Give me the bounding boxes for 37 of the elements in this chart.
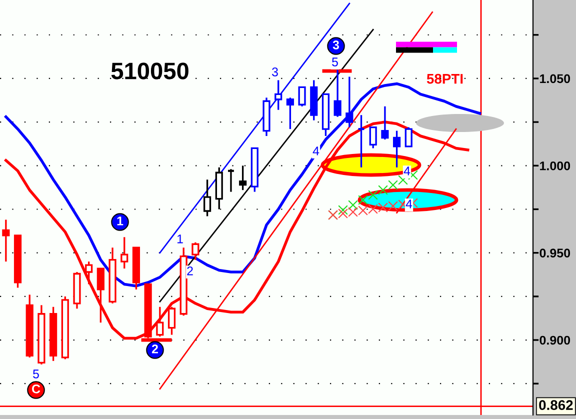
annotation: 3 (332, 40, 340, 50)
annotation: 4 (404, 166, 410, 176)
y-tick-label: 0.900 (540, 336, 570, 345)
candlestick (334, 68, 342, 118)
candlestick (2, 218, 10, 262)
annotation: 5 (33, 370, 39, 378)
candlestick (274, 79, 282, 111)
ref-line-label: 0.862 (539, 400, 573, 410)
candlestick (85, 260, 93, 286)
annotation: 3 (272, 68, 278, 76)
text: 510050 (111, 62, 188, 80)
candlestick (120, 236, 128, 270)
candlestick (168, 306, 176, 336)
annotation: 1 (177, 234, 183, 244)
candlestick (381, 106, 389, 140)
candlestick (357, 114, 366, 168)
y-tick-label: 1.050 (540, 74, 570, 84)
candlestick (156, 306, 164, 338)
annotation: 5 (332, 58, 338, 66)
annotation: 4 (312, 146, 320, 156)
annotation: 1 (117, 216, 124, 226)
annotation: 4 (406, 200, 412, 208)
annotation: C (32, 384, 40, 394)
candlestick (369, 126, 377, 150)
y-tick-label: 0.950 (540, 248, 570, 258)
candlestick (203, 178, 212, 218)
candlestick (298, 86, 306, 108)
annotation: 2 (187, 266, 193, 276)
candlestick (226, 168, 235, 193)
candlestick (96, 268, 104, 324)
candlestick (192, 242, 200, 261)
candlestick (286, 96, 294, 130)
annotation: 2 (152, 344, 158, 354)
candlestick (392, 130, 401, 168)
y-tick-label: 1.000 (540, 161, 570, 170)
candlestick (404, 126, 412, 148)
annotation: 58PTI (426, 74, 463, 84)
